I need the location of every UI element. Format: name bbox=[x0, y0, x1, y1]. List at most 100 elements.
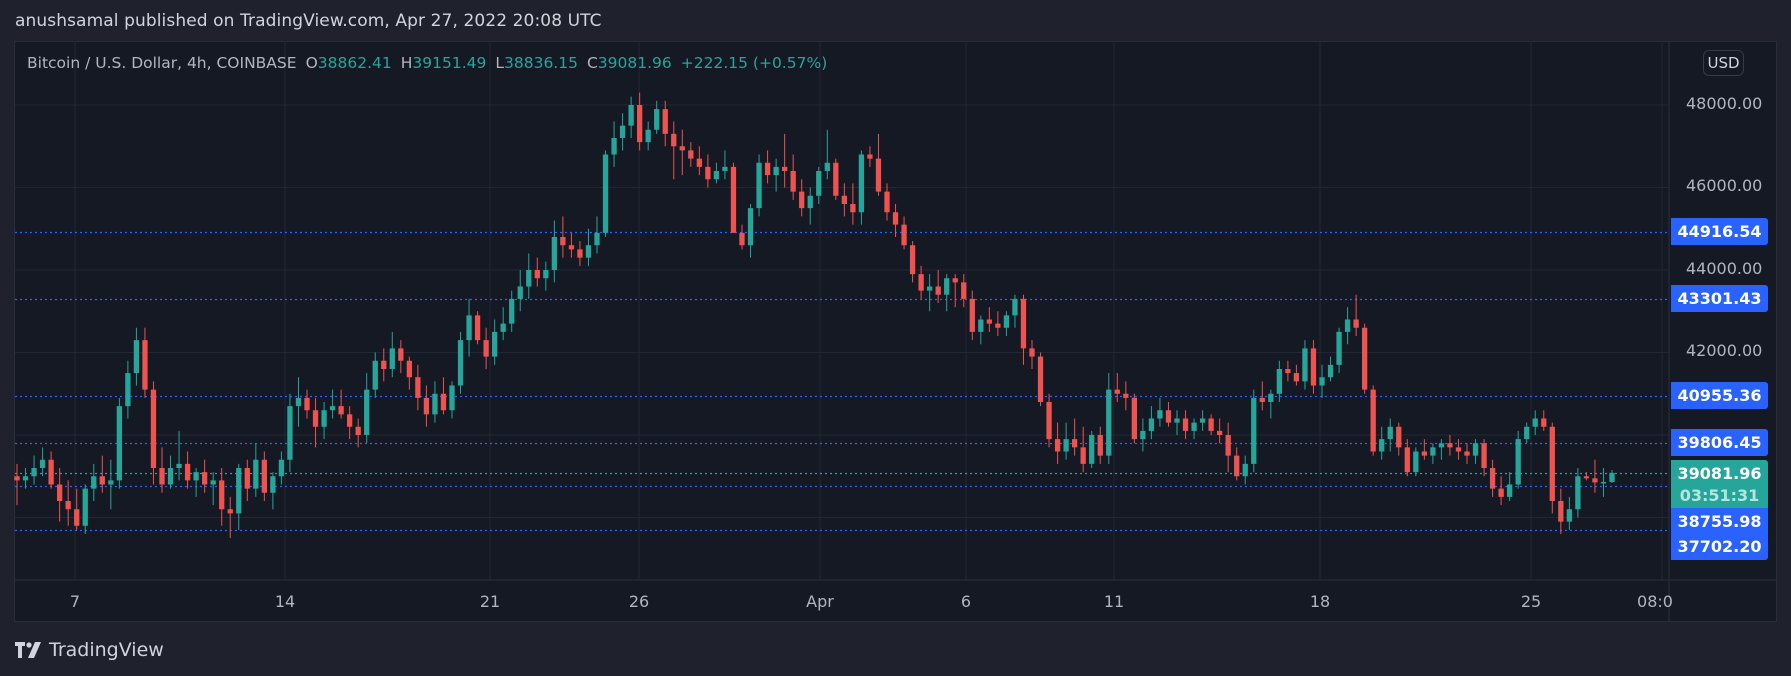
candle-body bbox=[1396, 426, 1402, 448]
candle-body bbox=[901, 224, 907, 246]
candle-body bbox=[82, 488, 88, 526]
time-tick: 25 bbox=[1520, 592, 1542, 611]
candle-body bbox=[1319, 377, 1325, 386]
candle-body bbox=[543, 270, 549, 279]
candle-body bbox=[1165, 410, 1172, 423]
symbol-title: Bitcoin / U.S. Dollar, 4h, COINBASE bbox=[27, 54, 297, 72]
candle-body bbox=[1157, 410, 1163, 419]
candle-body bbox=[500, 323, 506, 332]
candle-body bbox=[244, 468, 250, 489]
level-tag[interactable]: 38755.98 bbox=[1671, 508, 1768, 535]
candle-body bbox=[270, 476, 276, 493]
candle-body bbox=[227, 509, 233, 514]
candle-body bbox=[492, 331, 498, 357]
chart-frame[interactable] bbox=[14, 41, 1777, 622]
candle-body bbox=[1131, 397, 1137, 440]
candle-body bbox=[927, 286, 933, 291]
candle-body bbox=[1114, 389, 1120, 394]
candle-body bbox=[892, 212, 899, 225]
candle-body bbox=[1097, 435, 1103, 456]
level-tag[interactable]: 44916.54 bbox=[1671, 218, 1768, 245]
level-tag[interactable]: 39806.45 bbox=[1671, 429, 1768, 456]
tradingview-brand[interactable]: TradingView bbox=[15, 639, 164, 661]
candle-body bbox=[679, 146, 685, 151]
candle-body bbox=[909, 245, 916, 275]
candle-body bbox=[1336, 331, 1342, 365]
candle-body bbox=[1421, 451, 1427, 456]
time-tick: 7 bbox=[69, 592, 81, 611]
candle-body bbox=[585, 245, 592, 258]
current-price-tag[interactable]: 39081.96 03:51:31 bbox=[1671, 460, 1768, 510]
candle-body bbox=[705, 166, 711, 180]
candle-body bbox=[1148, 418, 1155, 431]
candle-body bbox=[364, 389, 370, 435]
candle-body bbox=[918, 274, 924, 291]
candle-body bbox=[1191, 422, 1197, 431]
candle-body bbox=[432, 393, 438, 415]
candle-body bbox=[1182, 418, 1189, 431]
candle-body bbox=[74, 509, 80, 526]
price-tick: 46000.00 bbox=[1686, 176, 1763, 195]
candle-body bbox=[133, 340, 140, 374]
candle-body bbox=[57, 484, 63, 501]
candle-body bbox=[261, 459, 267, 493]
candle-body bbox=[824, 162, 830, 171]
candle-body bbox=[773, 166, 779, 176]
candle-body bbox=[944, 278, 950, 295]
candle-body bbox=[1251, 397, 1257, 464]
candle-body bbox=[551, 237, 557, 270]
candle-body bbox=[116, 406, 122, 481]
level-tag[interactable]: 43301.43 bbox=[1671, 285, 1768, 312]
candle-body bbox=[1140, 430, 1146, 440]
candle-body bbox=[1217, 430, 1223, 435]
candle-body bbox=[577, 249, 583, 258]
level-tag[interactable]: 40955.36 bbox=[1671, 382, 1768, 409]
time-tick: 08:0 bbox=[1637, 592, 1673, 611]
candle-body bbox=[671, 133, 677, 147]
candle-body bbox=[1080, 447, 1086, 464]
candle-body bbox=[1293, 373, 1300, 382]
candle-body bbox=[739, 232, 745, 246]
tradingview-logo-icon bbox=[15, 642, 41, 658]
bar-countdown: 03:51:31 bbox=[1679, 486, 1760, 505]
candle-body bbox=[816, 171, 822, 196]
candle-body bbox=[1029, 348, 1035, 357]
candle-body bbox=[372, 360, 378, 390]
candle-body bbox=[1507, 484, 1513, 497]
candle-body bbox=[637, 105, 643, 143]
candle-body bbox=[969, 298, 975, 332]
brand-name: TradingView bbox=[49, 639, 164, 661]
current-price: 39081.96 bbox=[1677, 464, 1762, 483]
candle-body bbox=[1285, 369, 1291, 374]
level-tag[interactable]: 37702.20 bbox=[1671, 533, 1768, 560]
currency-button[interactable]: USD bbox=[1703, 50, 1744, 76]
candle-body bbox=[654, 109, 660, 130]
candle-body bbox=[568, 245, 575, 250]
candle-body bbox=[935, 286, 941, 295]
candle-body bbox=[722, 166, 728, 171]
candle-body bbox=[1583, 476, 1590, 479]
candle-body bbox=[381, 360, 387, 369]
candle-body bbox=[526, 270, 532, 287]
time-tick: 11 bbox=[1103, 592, 1125, 611]
candle-body bbox=[1379, 439, 1385, 452]
time-tick: 26 bbox=[628, 592, 650, 611]
candle-body bbox=[1609, 472, 1615, 482]
candle-body bbox=[799, 191, 805, 209]
candle-body bbox=[1489, 468, 1496, 489]
time-tick: 6 bbox=[960, 592, 972, 611]
candle-body bbox=[517, 286, 523, 299]
candle-body bbox=[850, 204, 856, 213]
candle-body bbox=[202, 472, 208, 485]
candle-body bbox=[159, 468, 165, 485]
price-change: +222.15 (+0.57%) bbox=[680, 54, 828, 72]
candle-body bbox=[48, 459, 54, 485]
candle-body bbox=[1438, 443, 1445, 448]
candle-body bbox=[1208, 418, 1214, 431]
candle-body bbox=[602, 154, 609, 233]
candle-body bbox=[449, 385, 455, 411]
candle-body bbox=[594, 232, 600, 246]
candle-body bbox=[1037, 356, 1044, 402]
candle-body bbox=[142, 340, 148, 390]
